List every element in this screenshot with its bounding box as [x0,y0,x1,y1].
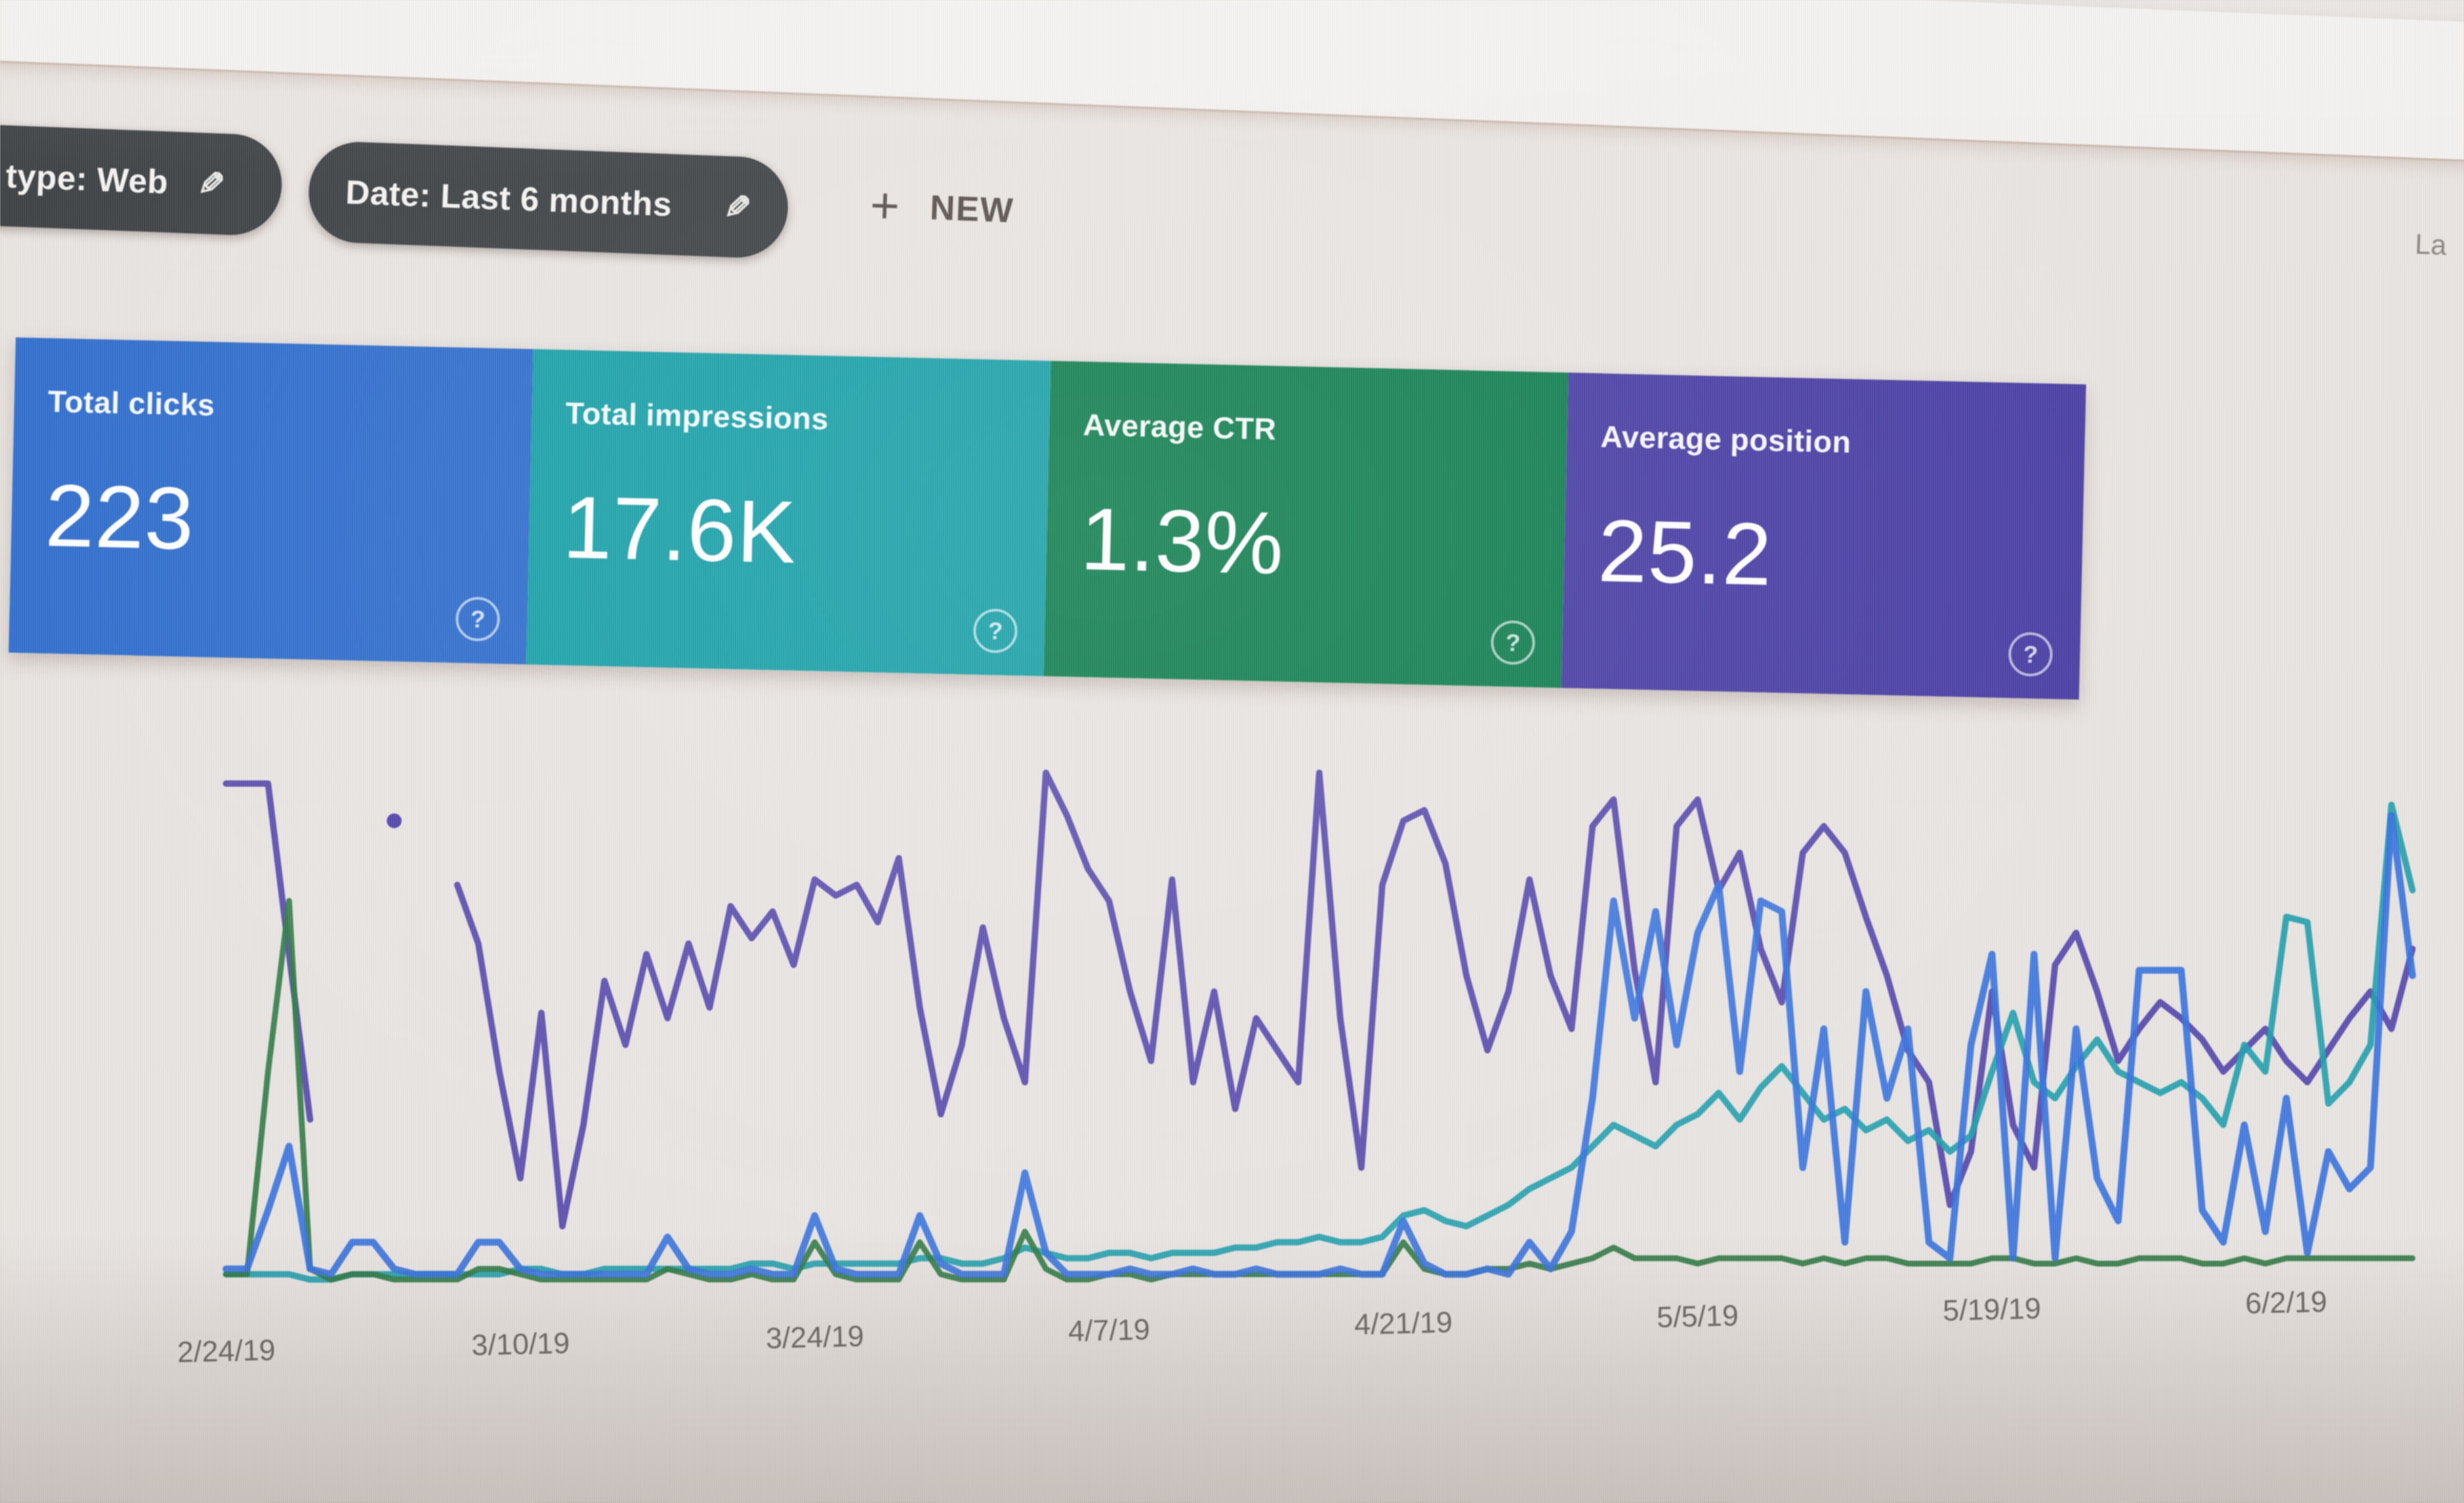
x-axis-label: 5/5/19 [1613,1297,1782,1335]
x-axis-label: 4/21/19 [1319,1304,1487,1342]
x-axis-label: 4/7/19 [1024,1311,1193,1350]
series-line-clicks [226,816,2412,1274]
series-line-position [457,773,2412,1227]
series-line-impressions [226,805,2412,1280]
x-axis-label: 3/10/19 [436,1325,605,1363]
x-axis-label: 2/24/19 [142,1332,311,1370]
monitor-screen: Search type: Web ✎ Date: Last 6 months ✎… [0,0,2464,1503]
series-point-position [387,814,402,828]
x-axis-label: 3/24/19 [731,1318,899,1356]
x-axis-label: 5/19/19 [1907,1290,2076,1329]
x-axis-label: 6/2/19 [2202,1283,2370,1322]
performance-chart[interactable] [0,0,2464,1503]
